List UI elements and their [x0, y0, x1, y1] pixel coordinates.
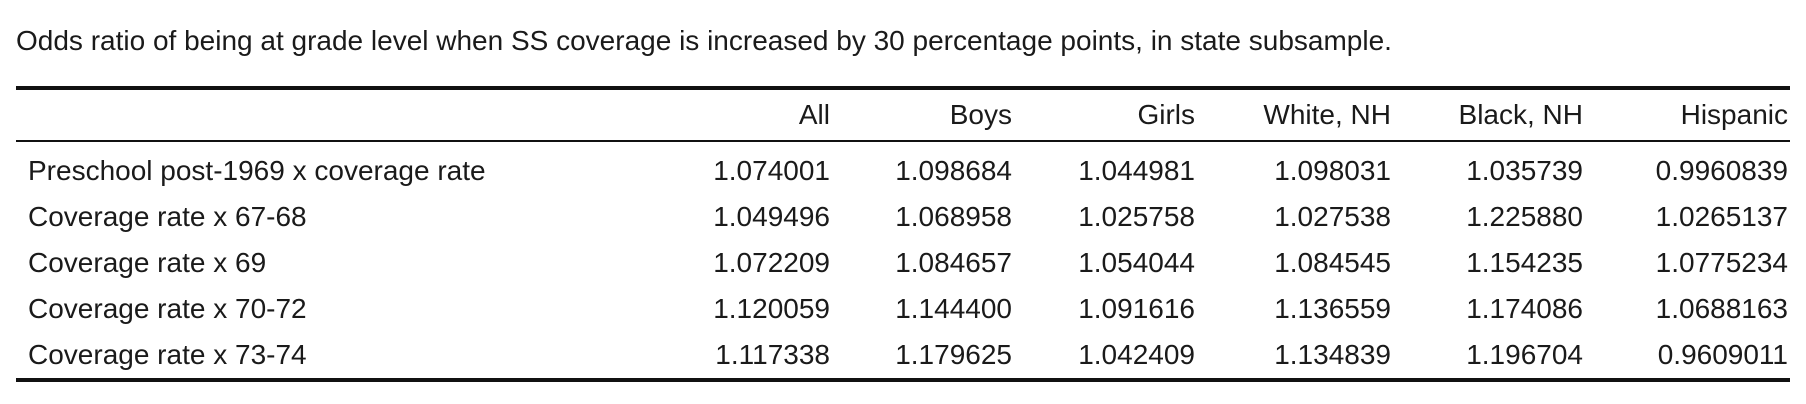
- table-cell: 1.044981: [1078, 155, 1195, 186]
- table-cell: 1.074001: [713, 155, 830, 186]
- header-cell-white-nh: White, NH: [1263, 99, 1391, 130]
- table-cell: 1.196704: [1466, 339, 1583, 370]
- table-row: Coverage rate x 69 1.072209 1.084657 1.0…: [16, 240, 1790, 286]
- table-cell: 1.068958: [895, 201, 1012, 232]
- table-cell: 1.025758: [1078, 201, 1195, 232]
- header-cell-black-nh: Black, NH: [1458, 99, 1583, 130]
- table-cell: 1.120059: [713, 293, 830, 324]
- row-label: Coverage rate x 69: [28, 247, 267, 278]
- table-caption: Odds ratio of being at grade level when …: [16, 25, 1392, 56]
- header-cell-girls: Girls: [1137, 99, 1195, 130]
- odds-ratio-table: All Boys Girls White, NH Black, NH Hispa…: [16, 86, 1790, 382]
- table-cell: 1.035739: [1466, 155, 1583, 186]
- header-cell-all: All: [798, 99, 830, 130]
- table-cell: 1.072209: [713, 247, 830, 278]
- table-cell: 1.144400: [895, 293, 1012, 324]
- header-cell-hispanic: Hispanic: [1680, 99, 1788, 130]
- table-cell: 1.084657: [895, 247, 1012, 278]
- table-cell: 1.098684: [895, 155, 1012, 186]
- table-cell: 1.027538: [1274, 201, 1391, 232]
- row-label: Coverage rate x 70-72: [28, 293, 307, 324]
- table-cell: 1.136559: [1274, 293, 1391, 324]
- row-label: Coverage rate x 67-68: [28, 201, 307, 232]
- table-header-row: All Boys Girls White, NH Black, NH Hispa…: [16, 88, 1790, 141]
- table-cell: 1.179625: [895, 339, 1012, 370]
- table-cell: 0.9609011: [1657, 339, 1788, 370]
- table-cell: 1.049496: [713, 201, 830, 232]
- row-label: Coverage rate x 73-74: [28, 339, 307, 370]
- table-cell: 1.134839: [1274, 339, 1391, 370]
- table-cell: 1.042409: [1078, 339, 1195, 370]
- table-cell: 1.098031: [1274, 155, 1391, 186]
- table-row: Coverage rate x 70-72 1.120059 1.144400 …: [16, 286, 1790, 332]
- table-cell: 1.0688163: [1655, 293, 1788, 324]
- table-cell: 1.117338: [715, 339, 830, 370]
- header-cell-boys: Boys: [949, 99, 1012, 130]
- table-cell: 1.084545: [1274, 247, 1391, 278]
- table-cell: 0.9960839: [1655, 155, 1788, 186]
- table-row: Coverage rate x 67-68 1.049496 1.068958 …: [16, 194, 1790, 240]
- table-cell: 1.091616: [1078, 293, 1195, 324]
- table-cell: 1.0775234: [1655, 247, 1788, 278]
- table-cell: 1.225880: [1466, 201, 1583, 232]
- odds-ratio-table-container: All Boys Girls White, NH Black, NH Hispa…: [16, 86, 1790, 382]
- table-row: Preschool post-1969 x coverage rate 1.07…: [16, 141, 1790, 194]
- table-row: Coverage rate x 73-74 1.117338 1.179625 …: [16, 332, 1790, 380]
- table-cell: 1.174086: [1466, 293, 1583, 324]
- table-cell: 1.0265137: [1655, 201, 1788, 232]
- table-cell: 1.154235: [1466, 247, 1583, 278]
- row-label: Preschool post-1969 x coverage rate: [28, 155, 486, 186]
- header-cell-empty: [16, 88, 636, 141]
- table-cell: 1.054044: [1078, 247, 1195, 278]
